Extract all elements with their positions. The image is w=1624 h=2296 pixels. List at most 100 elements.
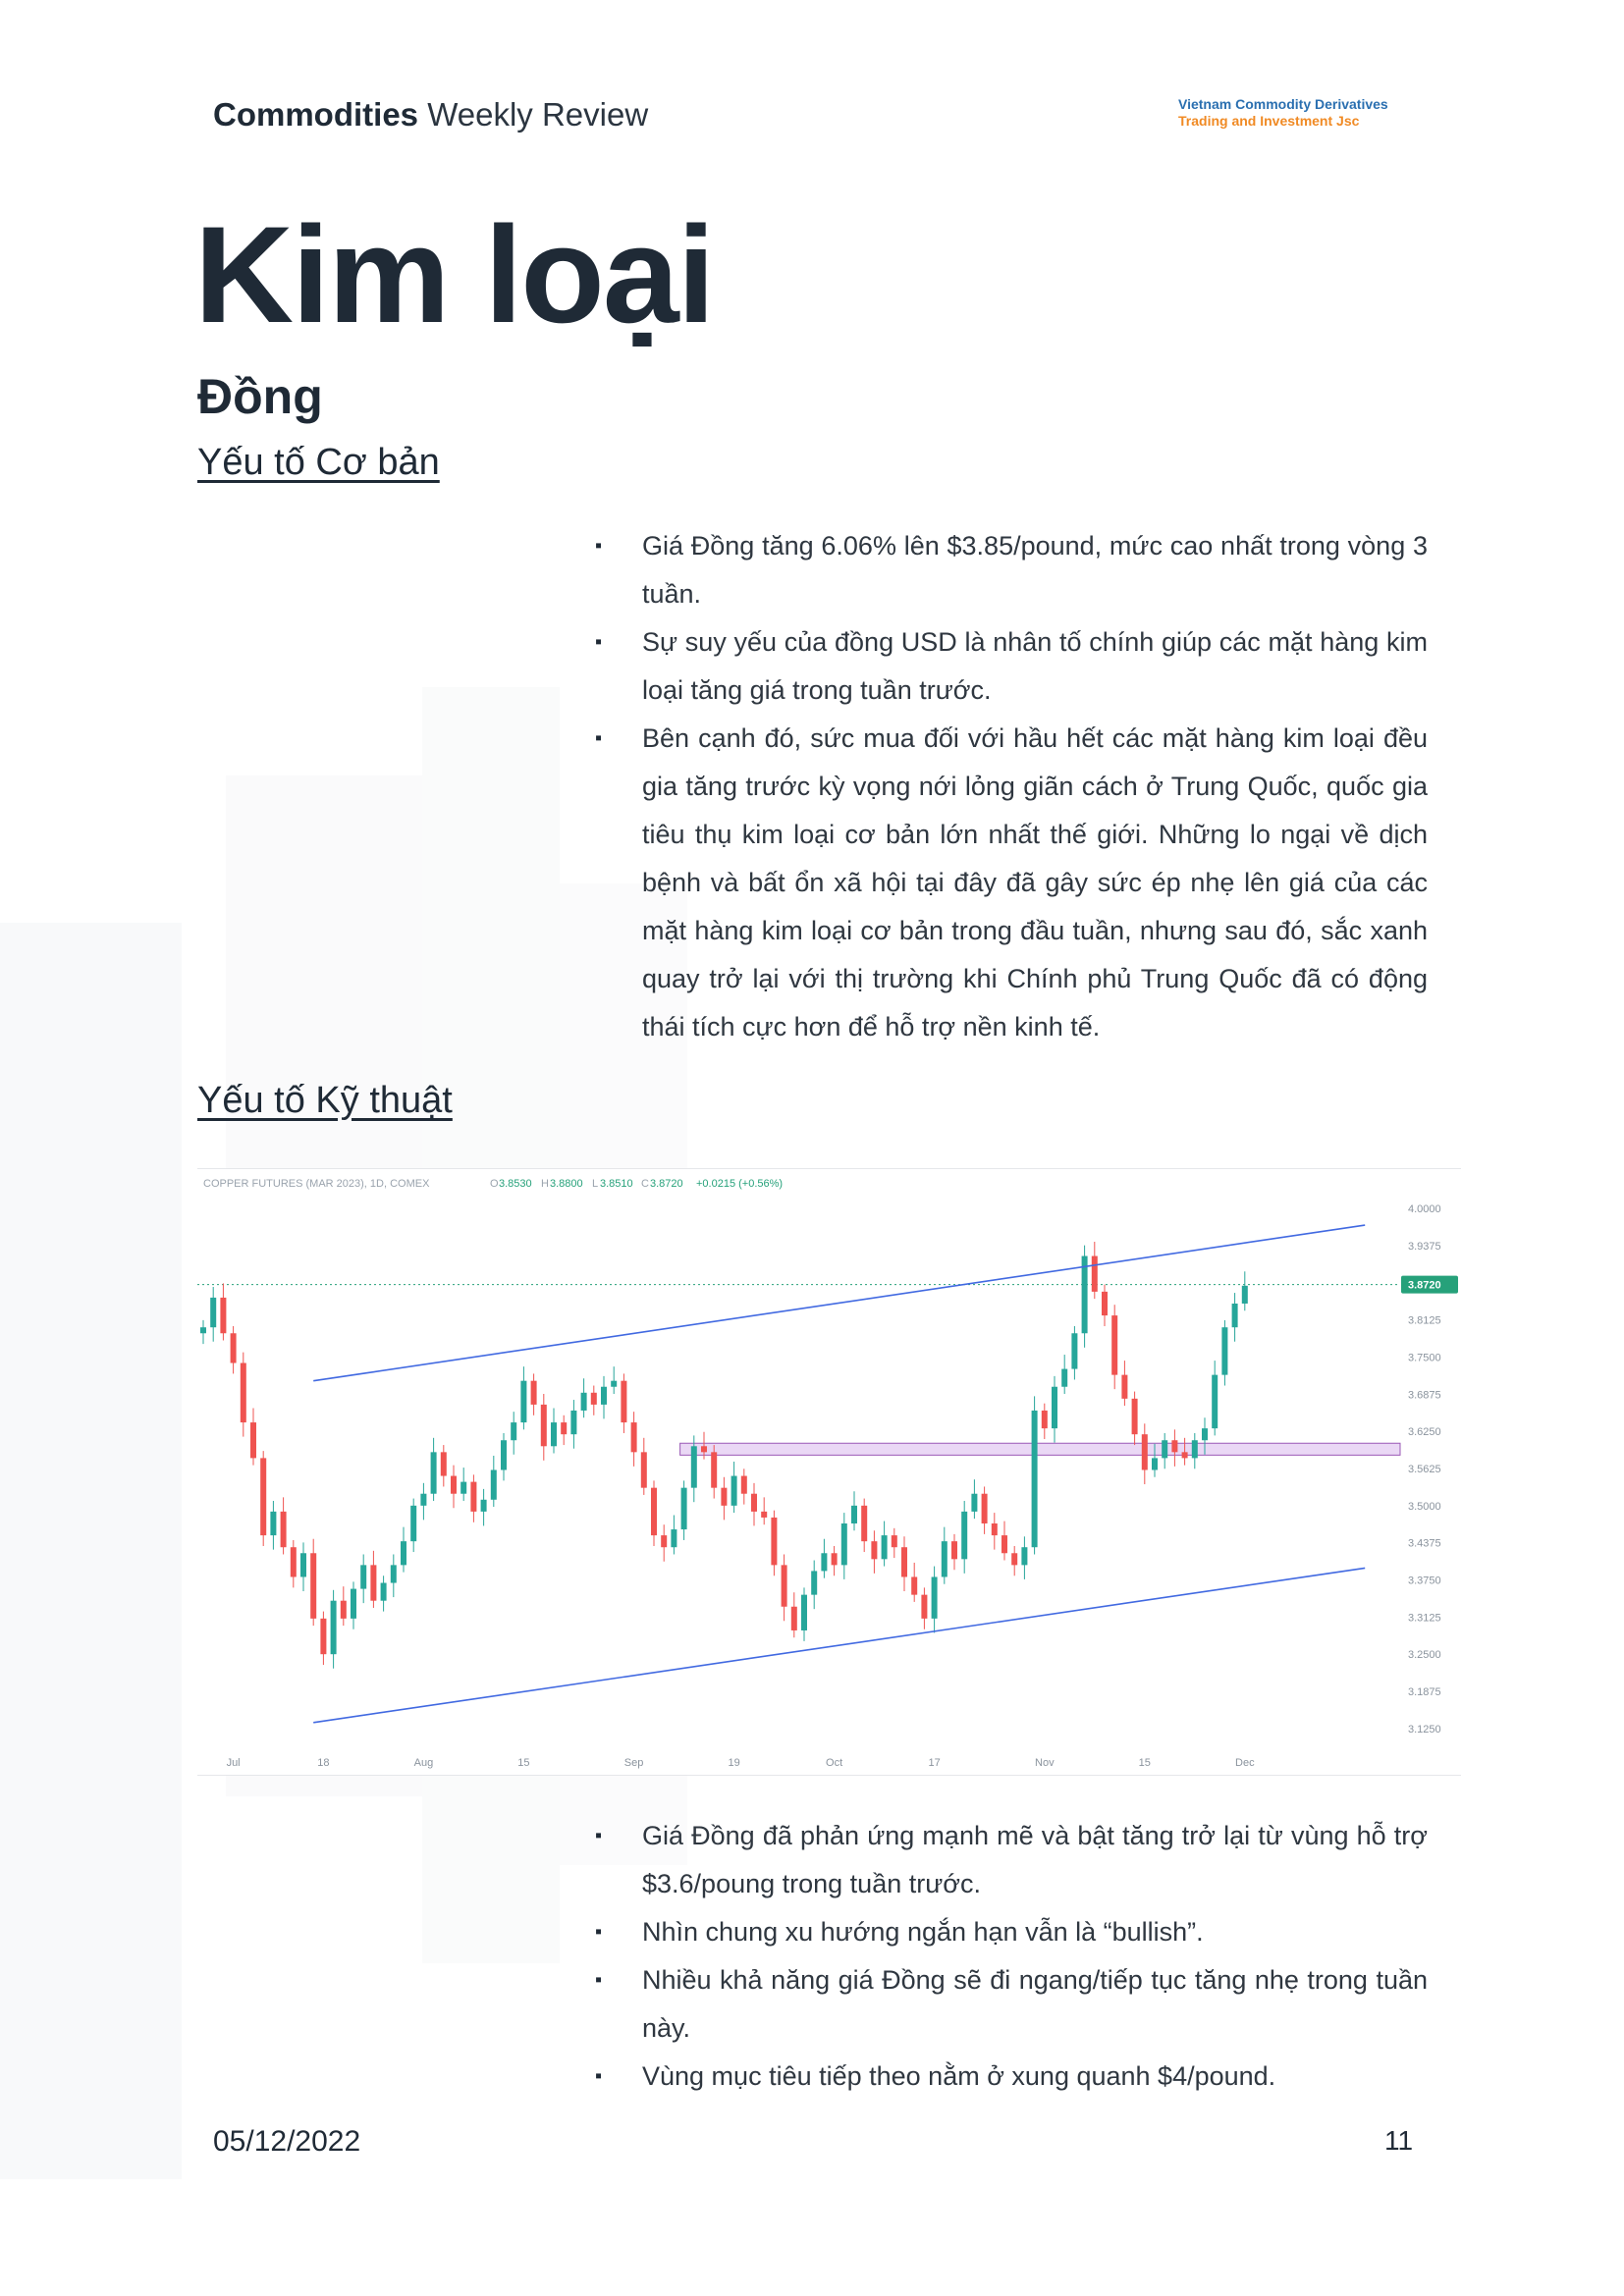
candle-body (1171, 1440, 1178, 1453)
candle (460, 1468, 467, 1501)
candle (951, 1533, 957, 1571)
candle (1231, 1293, 1238, 1342)
candle-body (751, 1493, 757, 1512)
header-title-bold: Commodities (213, 96, 419, 133)
candle (630, 1412, 637, 1467)
y-tick-label: 3.6250 (1408, 1426, 1441, 1438)
candle (731, 1462, 737, 1514)
candle-body (351, 1588, 356, 1619)
candle-body (911, 1576, 918, 1595)
candle (1011, 1545, 1018, 1576)
candle-body (721, 1487, 728, 1506)
bullet-item: Nhiều khả năng giá Đồng sẽ đi ngang/tiếp… (595, 1956, 1428, 2053)
bullet-item: Bên cạnh đó, sức mua đối với hầu hết các… (595, 715, 1428, 1051)
candle-body (781, 1565, 787, 1607)
candle-body (651, 1487, 657, 1536)
candle (611, 1366, 618, 1395)
candle-body (430, 1452, 437, 1494)
candle (901, 1536, 907, 1592)
candle (440, 1445, 447, 1487)
candle-body (601, 1386, 607, 1405)
candle-body (390, 1565, 397, 1583)
candle-body (460, 1481, 467, 1494)
candle (881, 1521, 888, 1567)
candle-body (871, 1541, 878, 1560)
y-tick-label: 3.5000 (1408, 1501, 1441, 1513)
candle (921, 1587, 928, 1629)
candle (220, 1283, 227, 1341)
x-tick-label: Nov (1035, 1757, 1055, 1769)
candle-body (320, 1618, 327, 1655)
ohlc-close-label: C (641, 1178, 649, 1190)
bullet-item: Sự suy yếu của đồng USD là nhân tố chính… (595, 618, 1428, 715)
candle (851, 1491, 857, 1531)
candle (270, 1500, 277, 1550)
candle (380, 1575, 387, 1612)
candle-body (240, 1362, 246, 1423)
candle (570, 1400, 577, 1449)
candle (1081, 1245, 1088, 1348)
footer-page-number: 11 (1384, 2125, 1414, 2156)
candle-body (440, 1452, 447, 1476)
candle (941, 1526, 947, 1584)
resistance-trendline (313, 1224, 1366, 1382)
ohlc-open-label: O (490, 1178, 499, 1190)
candle (1202, 1417, 1208, 1455)
candle-body (611, 1380, 618, 1387)
candle-body (380, 1582, 387, 1601)
x-tick-label: Jul (227, 1757, 241, 1769)
candle-body (1081, 1255, 1088, 1334)
ohlc-close-value: 3.8720 (650, 1178, 683, 1190)
candle-body (831, 1553, 838, 1566)
candle (790, 1592, 797, 1638)
ohlc-low-label: L (592, 1178, 598, 1190)
candle (690, 1435, 697, 1503)
candle-body (1202, 1428, 1208, 1441)
candle-body (821, 1553, 828, 1572)
candle-body (300, 1553, 306, 1577)
candle-body (921, 1594, 928, 1619)
candle-body (701, 1446, 707, 1453)
last-price-badge (1401, 1275, 1458, 1294)
x-tick-label: 17 (928, 1757, 940, 1769)
candle (590, 1385, 597, 1415)
header-title-regular: Weekly Review (427, 96, 649, 133)
candle (370, 1550, 377, 1608)
technical-bullet-list: Giá Đồng đã phản ứng mạnh mẽ và bật tăng… (595, 1812, 1428, 2101)
candle (210, 1287, 217, 1342)
candle (430, 1437, 437, 1501)
candle-body (1071, 1333, 1078, 1369)
candle (811, 1560, 818, 1610)
candle-body (971, 1493, 978, 1512)
candle (501, 1432, 507, 1481)
candle-body (851, 1505, 857, 1523)
company-logo: Vietnam Commodity Derivatives Trading an… (1178, 96, 1388, 130)
candle (1221, 1319, 1228, 1386)
candle-body (420, 1493, 427, 1506)
fundamental-bullet-list: Giá Đồng tăng 6.06% lên $3.85/pound, mức… (595, 522, 1428, 1051)
x-tick-label: Aug (414, 1757, 434, 1769)
candle (751, 1482, 757, 1526)
x-tick-label: 18 (317, 1757, 329, 1769)
candle (520, 1366, 527, 1430)
candle-body (731, 1475, 737, 1506)
candle-body (1011, 1553, 1018, 1566)
candle-body (210, 1297, 217, 1328)
candle-body (931, 1576, 938, 1619)
candle-body (981, 1493, 988, 1523)
candle-body (690, 1446, 697, 1488)
candle-body (230, 1333, 237, 1363)
candle-body (340, 1600, 347, 1619)
candle (621, 1373, 627, 1433)
candle-body (1131, 1398, 1138, 1435)
candle (1001, 1521, 1007, 1561)
candle (911, 1562, 918, 1602)
candle-body (250, 1422, 256, 1459)
candle (390, 1554, 397, 1598)
candle-body (220, 1297, 227, 1334)
candle (1041, 1403, 1048, 1440)
candle-body (290, 1547, 297, 1577)
candle (561, 1415, 568, 1446)
candle (1052, 1375, 1057, 1443)
x-tick-label: Oct (826, 1757, 842, 1769)
